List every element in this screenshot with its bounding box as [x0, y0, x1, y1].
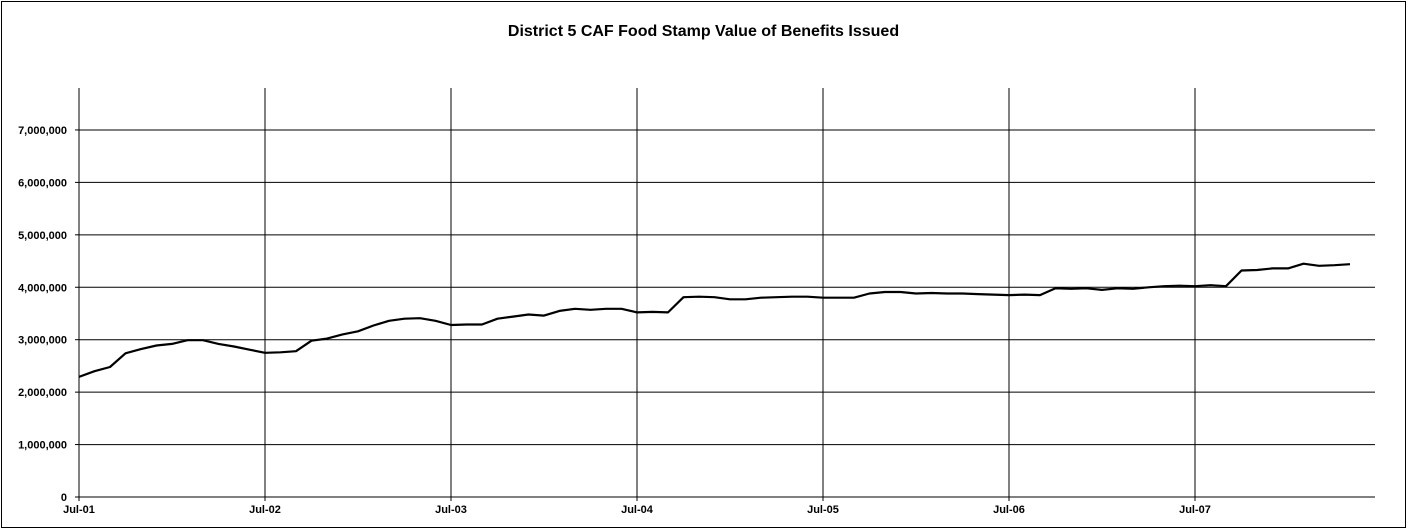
x-tick-label: Jul-01	[63, 504, 95, 516]
y-tick-label: 3,000,000	[18, 335, 67, 347]
y-tick-label: 0	[61, 492, 67, 504]
y-tick-label: 6,000,000	[18, 177, 67, 189]
x-tick-label: Jul-05	[807, 504, 839, 516]
x-tick-label: Jul-07	[1179, 504, 1211, 516]
x-tick-label: Jul-02	[249, 504, 281, 516]
y-tick-label: 7,000,000	[18, 125, 67, 137]
series-group	[78, 262, 1351, 378]
x-tick-label: Jul-03	[435, 504, 467, 516]
x-tick-label: Jul-04	[621, 504, 654, 516]
series-line	[78, 262, 1351, 378]
vertical-gridlines	[264, 88, 1196, 497]
x-tick-label: Jul-06	[993, 504, 1025, 516]
y-tick-label: 1,000,000	[18, 440, 67, 452]
y-tick-labels: 0 1,000,000 2,000,000 3,000,000 4,000,000 5,0…	[18, 125, 67, 504]
y-tick-label: 4,000,000	[18, 282, 67, 294]
horizontal-gridlines	[79, 129, 1375, 446]
y-tick-label: 2,000,000	[18, 387, 67, 399]
x-tick-labels: Jul-01 Jul-02 Jul-03 Jul-04 Jul-05 Jul-06 Jul-…	[63, 504, 1211, 516]
y-tick-label: 5,000,000	[18, 230, 67, 242]
chart-title: District 5 CAF Food Stamp Value of Benef…	[507, 23, 900, 40]
axes	[75, 88, 1375, 501]
